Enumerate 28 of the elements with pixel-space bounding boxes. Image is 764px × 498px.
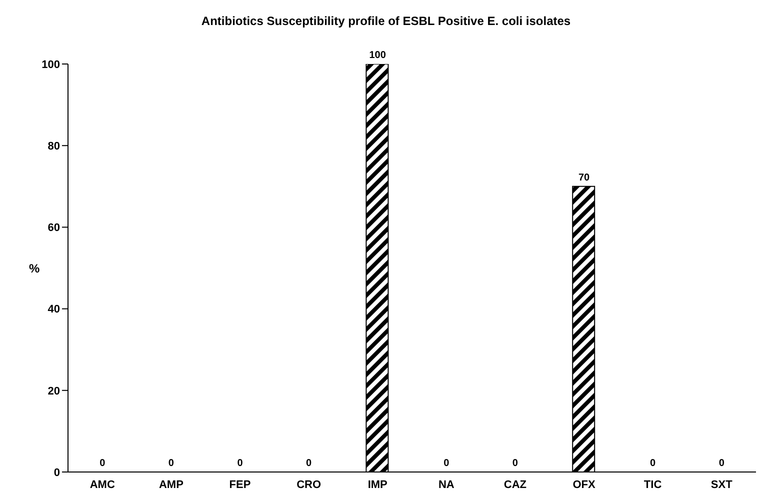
y-tick-label: 100 xyxy=(42,58,60,71)
y-tick-label: 80 xyxy=(48,140,60,153)
chart-title: Antibiotics Susceptibility profile of ESBL Positive E. coli isolates xyxy=(200,13,572,30)
y-tick-label: 60 xyxy=(48,222,60,234)
x-tick-label: CRO xyxy=(296,478,322,491)
data-label: 0 xyxy=(512,458,518,469)
y-tick-label: 20 xyxy=(48,385,60,398)
y-tick-label: 0 xyxy=(54,466,60,479)
data-label: 0 xyxy=(718,458,725,469)
x-tick-label: NA xyxy=(438,478,454,491)
x-tick-label: AMP xyxy=(158,478,184,491)
x-tick-label: AMC xyxy=(90,478,115,491)
x-tick-label: FEP xyxy=(229,478,251,491)
x-tick-label: OFX xyxy=(572,478,596,491)
data-label: 70 xyxy=(578,172,590,184)
y-tick-label: 40 xyxy=(48,304,60,316)
data-label: 0 xyxy=(237,458,244,469)
x-tick-label: TIC xyxy=(644,478,662,491)
data-label: 0 xyxy=(444,458,450,469)
x-tick-label: SXT xyxy=(710,478,733,491)
data-label: 100 xyxy=(369,50,386,61)
y-axis-title: % xyxy=(29,261,40,276)
data-label: 0 xyxy=(100,458,106,469)
data-label: 0 xyxy=(168,458,174,469)
x-tick-label: IMP xyxy=(368,478,388,491)
x-tick-label: CAZ xyxy=(504,478,527,491)
data-label: 0 xyxy=(306,458,312,469)
data-label: 0 xyxy=(650,458,656,469)
